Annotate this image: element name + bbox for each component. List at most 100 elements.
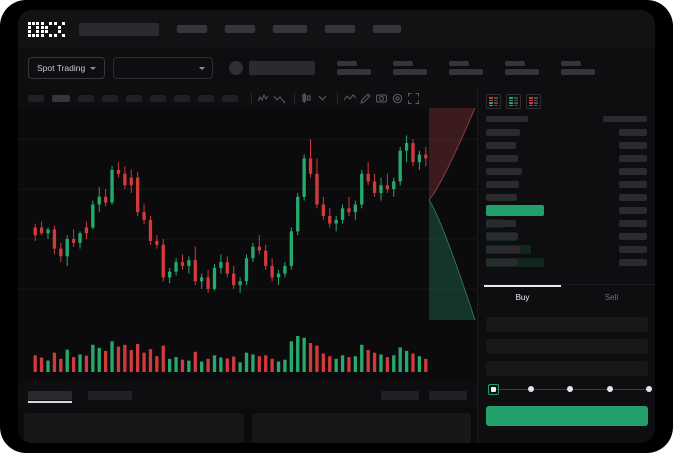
trading-pair-select[interactable]: [113, 57, 214, 79]
timeframe-4[interactable]: [102, 94, 118, 102]
stat-24h-volume: [561, 61, 596, 75]
market-type-label: Spot Trading: [37, 63, 86, 73]
orderbook-bid-row-amount: [486, 246, 520, 253]
timeframe-8[interactable]: [198, 94, 214, 102]
fullscreen-icon[interactable]: [407, 92, 420, 105]
bottom-tab-order-history[interactable]: [88, 390, 132, 400]
orderbook-bid-row-amount: [486, 220, 516, 227]
percent-slider-stop-100[interactable]: [646, 386, 652, 392]
timeframe-2[interactable]: [52, 94, 70, 102]
settings-gear-icon[interactable]: [391, 92, 404, 105]
logo-glyph-x: [54, 21, 65, 37]
percent-slider-stop-50[interactable]: [567, 386, 573, 392]
orderbook-bid-row-price: [619, 259, 647, 266]
instrument-bar: Spot Trading: [18, 48, 655, 88]
timeframe-1[interactable]: [28, 94, 44, 102]
orderbook-ask-row-price: [619, 155, 647, 162]
bottom-action-2[interactable]: [429, 390, 467, 400]
orderbook-bid-row-price: [619, 220, 647, 227]
orders-panel: [18, 408, 477, 443]
orderbook-bid-row-amount: [486, 259, 517, 266]
orders-panel-card-right: [251, 413, 471, 443]
orderbook-ask-row[interactable]: [486, 180, 647, 189]
stat-24h-high-value: [449, 69, 484, 75]
orderbook-header: [486, 116, 647, 122]
percent-slider-handle[interactable]: [488, 384, 499, 395]
nav-item-5[interactable]: [373, 25, 401, 33]
orderbook-mode-bids[interactable]: [506, 94, 521, 109]
order-total-field[interactable]: [486, 361, 648, 376]
chart-toolbar: [18, 88, 477, 108]
bottom-action-1[interactable]: [381, 390, 419, 400]
tab-sell[interactable]: Sell: [567, 285, 655, 310]
chevron-down-icon: [199, 66, 206, 70]
market-type-select[interactable]: Spot Trading: [28, 57, 106, 79]
orderbook-bid-row-price: [619, 233, 647, 240]
chart-type-icon[interactable]: [300, 92, 313, 105]
stat-last-price-label: [337, 61, 358, 66]
chevron-down-icon[interactable]: [316, 92, 329, 105]
camera-icon[interactable]: [375, 92, 388, 105]
orders-panel-card-left: [24, 413, 244, 443]
submit-order-button[interactable]: [486, 406, 648, 426]
orderbook-spread-price: [619, 207, 647, 214]
nav-item-4[interactable]: [325, 25, 355, 33]
percent-slider-stop-25[interactable]: [527, 386, 534, 392]
top-navigation-bar: [18, 10, 655, 48]
compare-icon[interactable]: [273, 92, 286, 105]
line-chart-icon[interactable]: [343, 92, 356, 105]
okx-logo[interactable]: [28, 21, 65, 37]
timeframe-7[interactable]: [174, 94, 190, 102]
orderbook-ask-row[interactable]: [486, 154, 647, 163]
stat-24h-change-value: [393, 69, 428, 75]
orderbook-bids: [486, 219, 647, 267]
toolbar-divider: [294, 93, 295, 103]
orderbook-trade-column: Buy Sell: [477, 88, 655, 443]
nav-item-1[interactable]: [177, 25, 207, 33]
timeframe-9[interactable]: [222, 94, 238, 102]
orderbook-mode-both[interactable]: [486, 94, 501, 109]
chevron-down-icon: [90, 66, 97, 70]
stat-24h-high: [449, 61, 484, 75]
orderbook-bid-row[interactable]: [486, 245, 647, 254]
orderbook-asks: [486, 128, 647, 202]
tab-buy[interactable]: Buy: [478, 285, 567, 310]
timeframe-selector: [28, 94, 246, 102]
timeframe-5[interactable]: [126, 94, 142, 102]
drawing-pencil-icon[interactable]: [359, 92, 372, 105]
stat-24h-change: [393, 61, 428, 75]
orderbook-header-amount: [486, 116, 528, 122]
orderbook-bid-row-price: [619, 246, 647, 253]
orderbook-bid-row[interactable]: [486, 258, 647, 267]
order-price-field[interactable]: [486, 317, 648, 332]
percent-slider[interactable]: [488, 383, 652, 397]
orderbook-ask-row[interactable]: [486, 167, 647, 176]
stat-last-price: [337, 61, 372, 75]
orderbook-ask-row[interactable]: [486, 128, 647, 137]
percent-slider-stop-75[interactable]: [606, 386, 613, 392]
search-input[interactable]: [79, 22, 159, 36]
order-form: [478, 310, 655, 443]
logo-glyph-o: [28, 21, 39, 37]
stat-24h-volume-label: [561, 61, 582, 66]
timeframe-3[interactable]: [78, 94, 94, 102]
orderbook-bid-row[interactable]: [486, 232, 647, 241]
trading-pair-name: [249, 61, 316, 75]
nav-items: [177, 25, 419, 33]
orderbook-ask-row[interactable]: [486, 193, 647, 202]
orderbook-spread-row: [486, 205, 647, 216]
orderbook-mode-asks[interactable]: [526, 94, 541, 109]
indicators-icon[interactable]: [257, 92, 270, 105]
orderbook-bid-row[interactable]: [486, 219, 647, 228]
order-amount-field[interactable]: [486, 339, 648, 354]
timeframe-6[interactable]: [150, 94, 166, 102]
nav-item-2[interactable]: [225, 25, 255, 33]
bottom-tab-open-orders[interactable]: [28, 390, 72, 400]
volume-histogram: [18, 320, 477, 382]
orderbook-header-price: [603, 116, 647, 122]
candlestick-chart[interactable]: [18, 108, 477, 320]
orderbook-ask-row[interactable]: [486, 141, 647, 150]
nav-item-3[interactable]: [273, 25, 307, 33]
logo-glyph-k: [41, 21, 52, 37]
